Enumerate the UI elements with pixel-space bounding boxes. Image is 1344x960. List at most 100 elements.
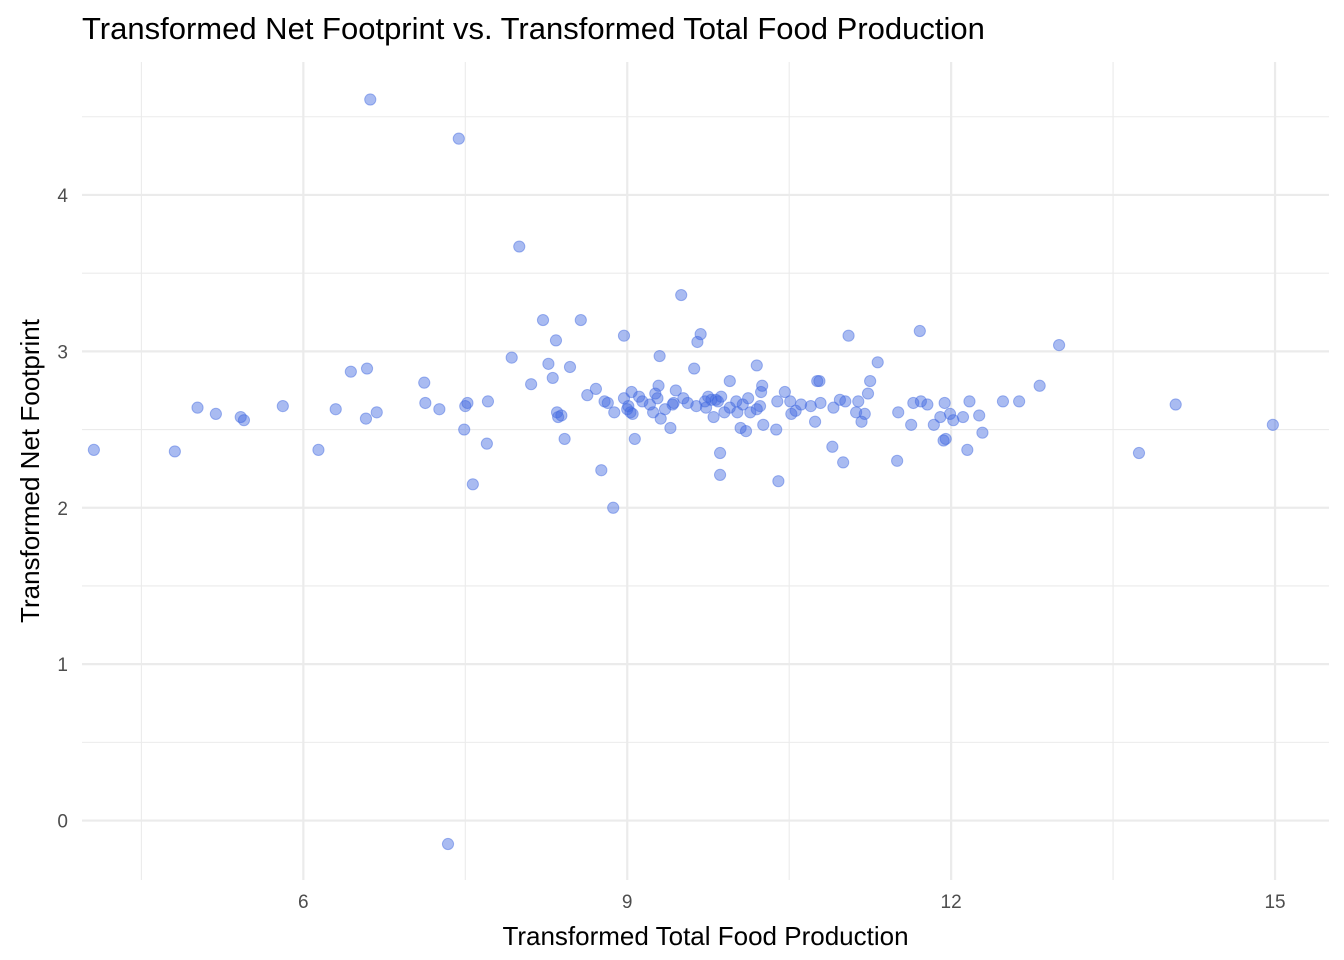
data-point <box>688 362 701 375</box>
data-point <box>418 376 431 389</box>
data-point <box>552 410 565 424</box>
y-tick-label: 0 <box>57 812 68 833</box>
data-point <box>753 399 767 413</box>
data-point <box>1266 418 1279 431</box>
data-point <box>546 371 559 385</box>
data-point <box>755 385 768 399</box>
data-point <box>694 328 707 341</box>
data-point <box>715 390 728 403</box>
data-point <box>943 407 957 421</box>
data-point <box>628 432 641 446</box>
data-point <box>713 446 727 460</box>
data-point <box>839 395 852 408</box>
data-point <box>718 406 731 419</box>
data-point <box>237 414 251 427</box>
data-point <box>996 395 1010 408</box>
data-point <box>664 421 677 435</box>
data-point <box>633 390 646 403</box>
data-point <box>731 406 744 419</box>
data-point <box>871 356 884 369</box>
data-point <box>961 443 974 456</box>
data-point <box>555 409 568 422</box>
data-point <box>811 374 824 388</box>
data-point <box>713 468 727 482</box>
data-point <box>617 329 631 342</box>
data-point <box>814 396 827 410</box>
data-point <box>711 395 725 408</box>
data-point <box>647 406 660 419</box>
data-point <box>681 396 694 410</box>
x-axis-label: Transformed Total Food Production <box>502 921 908 951</box>
data-point <box>771 395 784 408</box>
data-point <box>312 443 325 456</box>
x-tick-label: 6 <box>298 892 309 913</box>
data-point <box>772 475 785 488</box>
data-point <box>652 379 665 392</box>
data-point <box>563 360 577 374</box>
data-point <box>636 395 649 408</box>
data-point <box>589 382 603 395</box>
data-point <box>804 399 817 413</box>
data-point <box>734 421 747 435</box>
data-point <box>852 395 865 408</box>
data-point <box>963 395 976 408</box>
data-point <box>433 403 446 416</box>
data-point <box>914 395 927 408</box>
minor-gridlines <box>82 62 1329 880</box>
data-point <box>452 132 465 145</box>
data-point <box>750 403 763 416</box>
data-point <box>542 357 555 370</box>
data-point <box>466 478 479 491</box>
data-point <box>690 399 703 413</box>
data-point <box>736 398 749 411</box>
data-point <box>956 410 970 424</box>
data-point <box>850 406 863 419</box>
y-tick-label: 2 <box>57 499 68 520</box>
data-point <box>549 334 563 347</box>
data-point <box>913 324 926 338</box>
data-point <box>827 401 840 414</box>
data-point <box>675 288 688 302</box>
data-point <box>360 362 374 375</box>
data-point <box>709 393 722 406</box>
data-point <box>744 406 757 419</box>
y-axis-tick-labels: 0 1 2 3 4 <box>57 186 68 833</box>
data-point <box>669 384 682 397</box>
data-point <box>705 393 718 406</box>
data-point <box>621 403 634 416</box>
data-point <box>87 443 100 456</box>
data-point <box>858 407 871 421</box>
data-point <box>808 415 822 428</box>
data-point <box>234 410 247 424</box>
data-point <box>598 395 611 408</box>
data-point <box>607 501 620 514</box>
data-point <box>750 359 763 372</box>
data-point <box>739 425 753 438</box>
data-point <box>833 393 847 406</box>
data-point <box>699 401 713 414</box>
x-tick-label: 9 <box>622 892 633 913</box>
data-point <box>789 404 802 417</box>
data-point <box>461 396 474 410</box>
data-point <box>691 335 704 349</box>
data-point <box>209 407 222 421</box>
data-point <box>794 398 808 411</box>
data-point <box>947 414 960 427</box>
data-point <box>191 401 204 414</box>
x-tick-label: 12 <box>941 892 962 913</box>
data-point <box>723 401 736 414</box>
data-point <box>677 392 690 405</box>
data-point <box>756 379 769 392</box>
data-point <box>1033 379 1046 392</box>
data-point <box>757 418 770 431</box>
data-point <box>927 418 940 431</box>
y-tick-label: 1 <box>57 655 68 676</box>
data-point <box>907 396 920 410</box>
x-tick-label: 15 <box>1264 892 1285 913</box>
data-point <box>707 410 720 424</box>
data-point <box>861 387 875 400</box>
data-point <box>784 395 797 408</box>
data-point <box>643 398 656 411</box>
data-point <box>778 385 791 399</box>
